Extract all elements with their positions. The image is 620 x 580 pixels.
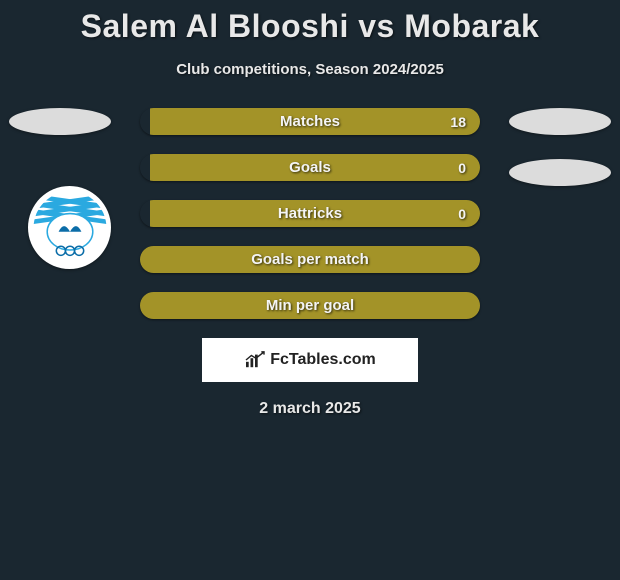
player-right-placeholder-2 xyxy=(509,159,611,186)
metric-label: Goals per match xyxy=(140,246,480,273)
metric-label: Goals xyxy=(140,154,480,181)
comparison-panel: Matches18Goals0Hattricks0Goals per match… xyxy=(0,108,620,418)
watermark: FcTables.com xyxy=(202,338,418,382)
page-title: Salem Al Blooshi vs Mobarak xyxy=(0,0,620,45)
metric-bar: Matches18 xyxy=(140,108,480,135)
metric-bar: Min per goal xyxy=(140,292,480,319)
metric-label: Min per goal xyxy=(140,292,480,319)
player-left-placeholder xyxy=(9,108,111,135)
metric-bar: Goals per match xyxy=(140,246,480,273)
metric-bar: Goals0 xyxy=(140,154,480,181)
player-right-placeholder-1 xyxy=(509,108,611,135)
watermark-text: FcTables.com xyxy=(270,351,376,369)
club-badge-left xyxy=(28,186,111,269)
page-subtitle: Club competitions, Season 2024/2025 xyxy=(0,61,620,78)
club-crest-icon xyxy=(32,190,108,266)
metric-bar: Hattricks0 xyxy=(140,200,480,227)
snapshot-date: 2 march 2025 xyxy=(0,400,620,418)
metric-value-right: 0 xyxy=(458,200,466,227)
metric-label: Matches xyxy=(140,108,480,135)
metric-bars: Matches18Goals0Hattricks0Goals per match… xyxy=(140,108,480,319)
metric-value-right: 18 xyxy=(450,108,466,135)
metric-value-right: 0 xyxy=(458,154,466,181)
metric-label: Hattricks xyxy=(140,200,480,227)
chart-icon xyxy=(244,351,266,369)
